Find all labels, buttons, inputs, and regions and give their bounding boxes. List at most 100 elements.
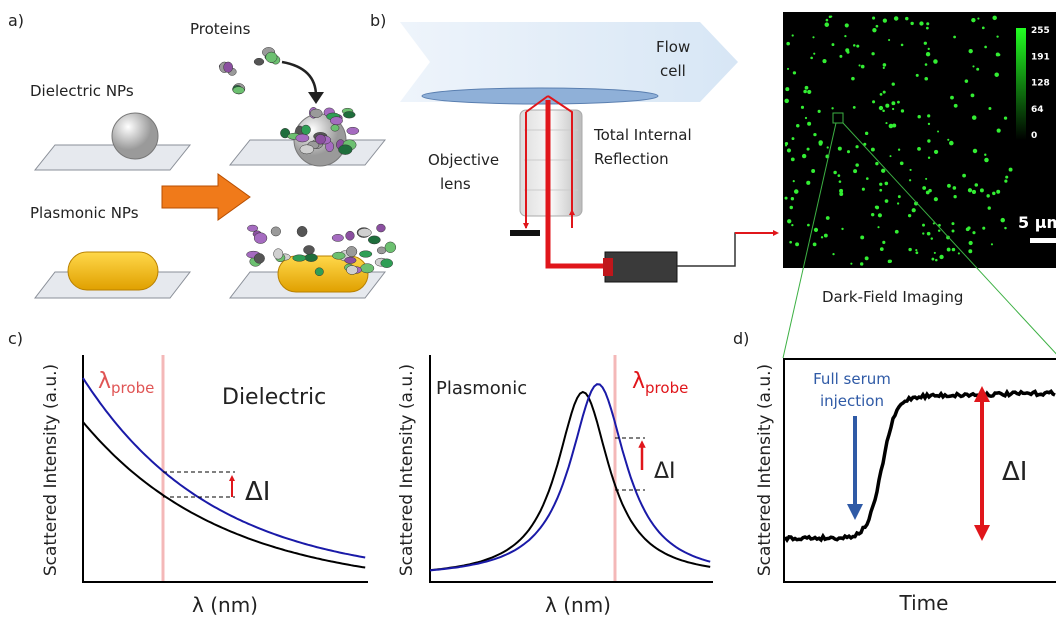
particle bbox=[861, 65, 865, 69]
particle bbox=[885, 182, 889, 186]
particle bbox=[954, 104, 958, 108]
particle bbox=[927, 139, 930, 142]
particle bbox=[994, 72, 998, 76]
protein bbox=[271, 227, 281, 236]
protein bbox=[310, 109, 322, 118]
particle bbox=[839, 180, 842, 183]
particle bbox=[976, 68, 979, 71]
particle bbox=[977, 18, 979, 20]
colorbar-label: 0 bbox=[1031, 131, 1037, 141]
particle bbox=[925, 178, 927, 180]
particle bbox=[865, 256, 869, 260]
objective-label: Objective bbox=[428, 151, 499, 169]
particle bbox=[832, 43, 835, 46]
particle bbox=[833, 171, 836, 174]
particle bbox=[810, 57, 813, 60]
particle bbox=[922, 224, 925, 227]
protein bbox=[315, 134, 325, 144]
protein bbox=[297, 226, 307, 236]
particle bbox=[805, 117, 807, 119]
protein bbox=[296, 134, 309, 142]
particle bbox=[894, 16, 898, 20]
particle bbox=[806, 181, 810, 185]
particle bbox=[795, 242, 799, 246]
particle bbox=[846, 51, 849, 54]
particle bbox=[992, 192, 995, 195]
particle bbox=[803, 90, 807, 94]
particle bbox=[888, 39, 890, 41]
protein bbox=[343, 111, 355, 118]
protein bbox=[266, 52, 277, 63]
particle bbox=[1000, 218, 1004, 222]
particle bbox=[791, 224, 793, 226]
objective-label: lens bbox=[440, 175, 471, 193]
colorbar bbox=[1016, 28, 1026, 140]
particle bbox=[934, 252, 936, 254]
particle bbox=[883, 91, 886, 94]
particle bbox=[973, 149, 977, 153]
protein bbox=[358, 228, 372, 237]
binding-arrow-head bbox=[308, 92, 324, 104]
particle bbox=[814, 228, 818, 232]
particle bbox=[933, 59, 938, 64]
particle bbox=[988, 206, 991, 209]
particle bbox=[892, 108, 894, 110]
particle bbox=[915, 251, 918, 254]
particle bbox=[831, 107, 833, 109]
particle bbox=[931, 237, 933, 239]
colorbar-label: 191 bbox=[1031, 52, 1050, 62]
particle bbox=[925, 63, 928, 66]
particle bbox=[924, 42, 927, 45]
particle bbox=[839, 55, 842, 58]
colorbar-label: 255 bbox=[1031, 26, 1050, 36]
particle bbox=[910, 22, 913, 25]
figure: a) Proteins Dielectric NPs Plasmonic NPs… bbox=[0, 0, 1056, 618]
particle bbox=[785, 197, 788, 200]
binding-arrow bbox=[282, 62, 316, 96]
particle bbox=[793, 180, 795, 182]
particle bbox=[794, 189, 799, 194]
particle bbox=[927, 114, 930, 117]
particle bbox=[885, 104, 889, 108]
panel-label: c) bbox=[8, 329, 23, 348]
delta-label: ΔI bbox=[654, 459, 676, 484]
particle bbox=[909, 169, 911, 171]
particle bbox=[952, 248, 955, 251]
particle bbox=[922, 186, 926, 190]
protein bbox=[346, 266, 357, 275]
particle bbox=[935, 259, 938, 262]
particle bbox=[880, 247, 884, 251]
dark-field-image bbox=[783, 12, 1056, 268]
protein bbox=[359, 251, 372, 258]
particle bbox=[878, 213, 882, 217]
particle bbox=[860, 235, 864, 239]
flow-cell-label: cell bbox=[660, 62, 686, 80]
plot-title: Plasmonic bbox=[436, 378, 527, 399]
injection-label: Full serum bbox=[813, 370, 891, 388]
particle bbox=[790, 206, 793, 209]
protein bbox=[305, 254, 318, 262]
imaging-label: Dark-Field Imaging bbox=[822, 288, 963, 306]
protein bbox=[377, 247, 386, 254]
particle bbox=[832, 253, 834, 255]
particle bbox=[858, 64, 860, 66]
protein bbox=[301, 125, 310, 135]
particle bbox=[883, 67, 885, 69]
dielectric-label: Dielectric NPs bbox=[30, 82, 134, 100]
particle bbox=[871, 148, 875, 152]
particle bbox=[801, 106, 804, 109]
panel-label: d) bbox=[733, 329, 749, 348]
camera-cable bbox=[677, 233, 776, 266]
delta-label: ΔI bbox=[1002, 457, 1027, 487]
particle bbox=[822, 59, 826, 63]
probe-subscript: probe bbox=[645, 379, 688, 397]
particle bbox=[972, 115, 977, 120]
panel-c: c) λprobe λprobe Dielectric Plasmonic ΔI… bbox=[8, 329, 713, 617]
particle bbox=[1004, 116, 1007, 119]
particle bbox=[992, 16, 996, 20]
particle bbox=[919, 21, 923, 25]
particle bbox=[785, 87, 789, 91]
protein bbox=[274, 249, 283, 259]
particle bbox=[879, 183, 882, 186]
particle bbox=[926, 27, 929, 30]
